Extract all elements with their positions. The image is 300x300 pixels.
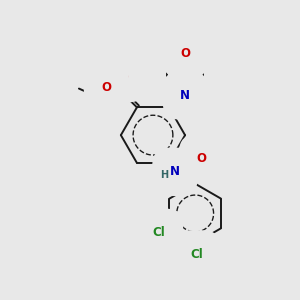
Text: Cl: Cl	[153, 226, 165, 239]
Text: H: H	[160, 170, 169, 180]
Text: O: O	[102, 82, 112, 94]
Text: O: O	[197, 152, 207, 165]
Text: N: N	[180, 89, 190, 102]
Text: O: O	[118, 72, 128, 85]
Text: N: N	[170, 165, 180, 178]
Text: O: O	[180, 47, 190, 60]
Text: Cl: Cl	[190, 248, 203, 261]
